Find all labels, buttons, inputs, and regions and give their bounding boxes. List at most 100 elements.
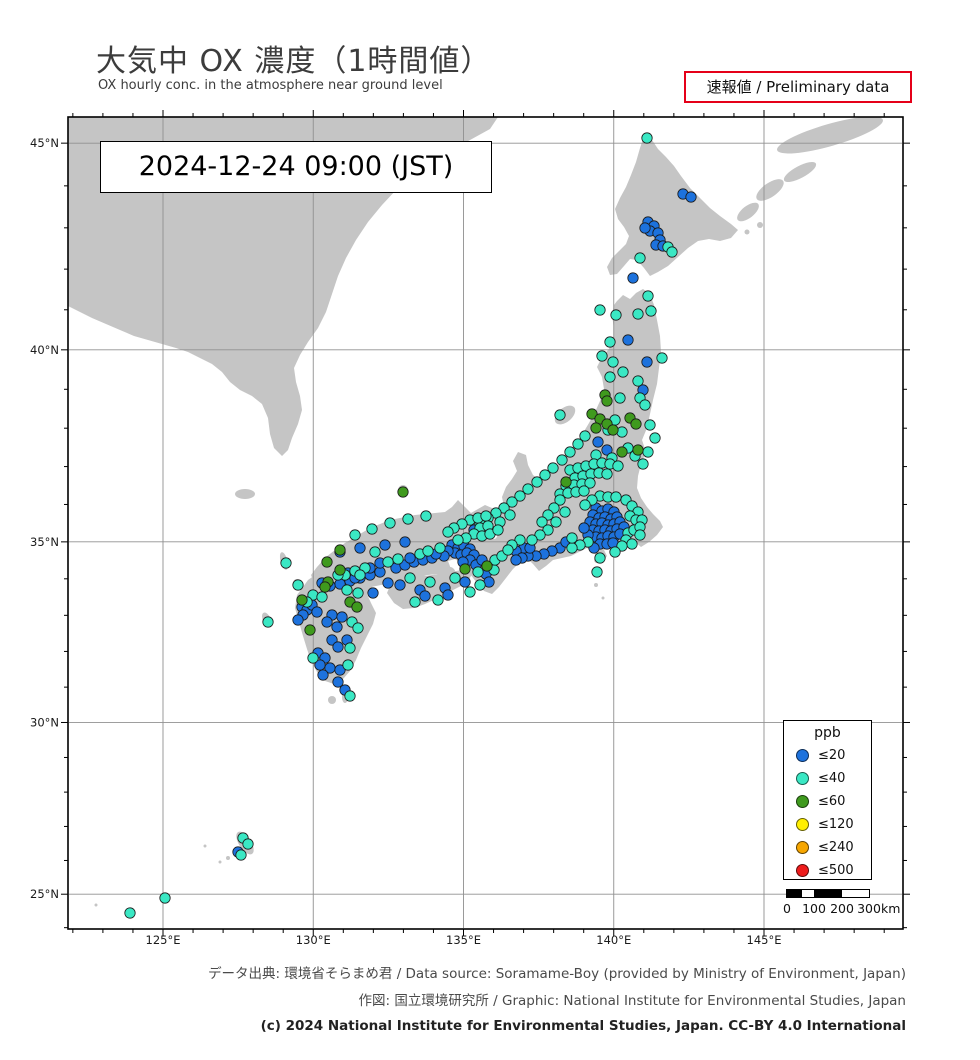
- station-dot: [492, 524, 504, 536]
- station-dot: [404, 552, 416, 564]
- station-dot: [617, 366, 629, 378]
- scale-label: 0: [783, 901, 791, 916]
- station-dot: [474, 579, 486, 591]
- station-dot: [506, 496, 518, 508]
- station-dot: [394, 579, 406, 591]
- station-dot: [442, 589, 454, 601]
- station-dot: [502, 544, 514, 556]
- station-dot: [566, 542, 578, 554]
- station-dot: [536, 516, 548, 528]
- timestamp-box: 2024-12-24 09:00 (JST): [100, 141, 492, 193]
- station-dot: [409, 596, 421, 608]
- station-dot: [424, 576, 436, 588]
- lat-axis-label: 40°N: [30, 343, 59, 357]
- station-dot: [402, 513, 414, 525]
- legend-color-dot: [796, 749, 809, 762]
- station-dot: [641, 356, 653, 368]
- scale-label: 200: [830, 901, 854, 916]
- station-dot: [592, 436, 604, 448]
- continent-asia: [68, 117, 498, 456]
- station-dot: [311, 606, 323, 618]
- station-dot: [459, 576, 471, 588]
- station-dot: [642, 290, 654, 302]
- page-subtitle: OX hourly conc. in the atmosphere near g…: [98, 78, 443, 93]
- station-dot: [334, 544, 346, 556]
- station-dot: [637, 458, 649, 470]
- station-dot: [554, 494, 566, 506]
- station-dot: [442, 526, 454, 538]
- station-dot: [639, 399, 651, 411]
- station-dot: [434, 542, 446, 554]
- station-dot: [344, 690, 356, 702]
- page-title: 大気中 OX 濃度（1時間値）: [96, 44, 492, 79]
- copyright-license: (c) 2024 National Institute for Environm…: [260, 1018, 906, 1034]
- station-dot: [319, 581, 331, 593]
- station-dot: [432, 594, 444, 606]
- axis-labels: 125°E 130°E 135°E 140°E 145°E 45°N 40°N 35°N 30°…: [30, 136, 781, 947]
- scale-segment: [801, 890, 814, 897]
- station-dot: [579, 499, 591, 511]
- station-dot: [480, 510, 492, 522]
- legend-rows: ≤20 ≤40 ≤60 ≤120 ≤240 ≤500: [784, 744, 871, 882]
- legend-entry: ≤120: [784, 813, 871, 836]
- station-dot: [554, 409, 566, 421]
- station-dot: [397, 486, 409, 498]
- station-dot: [559, 506, 571, 518]
- station-dot: [550, 516, 562, 528]
- station-dot: [607, 356, 619, 368]
- legend-label: ≤120: [818, 817, 854, 832]
- station-dots: [124, 132, 697, 919]
- station-dot: [352, 587, 364, 599]
- station-dot: [452, 534, 464, 546]
- station-dot: [124, 907, 136, 919]
- station-dot: [616, 426, 628, 438]
- preliminary-data-badge: 速報値 / Preliminary data: [684, 71, 912, 103]
- station-dot: [526, 534, 538, 546]
- station-dot: [392, 553, 404, 565]
- legend-entry: ≤40: [784, 767, 871, 790]
- kuril-islands: [737, 117, 883, 235]
- station-dot: [354, 569, 366, 581]
- map-border: [67, 116, 904, 930]
- station-dot: [522, 483, 534, 495]
- legend-entry: ≤500: [784, 859, 871, 882]
- station-dot: [316, 591, 328, 603]
- legend-label: ≤500: [818, 863, 854, 878]
- station-dot: [632, 308, 644, 320]
- station-dot: [578, 485, 590, 497]
- station-dot: [641, 132, 653, 144]
- station-dot: [296, 594, 308, 606]
- station-dot: [510, 554, 522, 566]
- station-dot: [560, 476, 572, 488]
- station-dot: [626, 538, 638, 550]
- station-dot: [609, 546, 621, 558]
- station-dot: [262, 616, 274, 628]
- station-dot: [578, 522, 590, 534]
- station-dot: [614, 392, 626, 404]
- station-dot: [572, 438, 584, 450]
- station-dot: [382, 556, 394, 568]
- station-dot: [334, 664, 346, 676]
- graphic-credit: 作図: 国立環境研究所 / Graphic: National Institut…: [358, 993, 906, 1009]
- station-dot: [459, 563, 471, 575]
- station-dot: [367, 587, 379, 599]
- station-dot: [481, 560, 493, 572]
- lat-axis-label: 45°N: [30, 136, 59, 150]
- station-dot: [332, 676, 344, 688]
- station-dot: [604, 336, 616, 348]
- lon-axis-label: 140°E: [596, 933, 631, 947]
- legend-color-dot: [796, 795, 809, 808]
- station-dot: [379, 539, 391, 551]
- station-dot: [594, 552, 606, 564]
- station-dot: [280, 557, 292, 569]
- station-dot: [566, 532, 578, 544]
- station-dot: [547, 462, 559, 474]
- station-dot: [384, 517, 396, 529]
- station-dot: [366, 523, 378, 535]
- station-dot: [556, 454, 568, 466]
- scale-segment: [787, 890, 801, 897]
- station-dot: [341, 584, 353, 596]
- legend-label: ≤20: [818, 748, 846, 763]
- station-dot: [464, 586, 476, 598]
- station-dot: [292, 614, 304, 626]
